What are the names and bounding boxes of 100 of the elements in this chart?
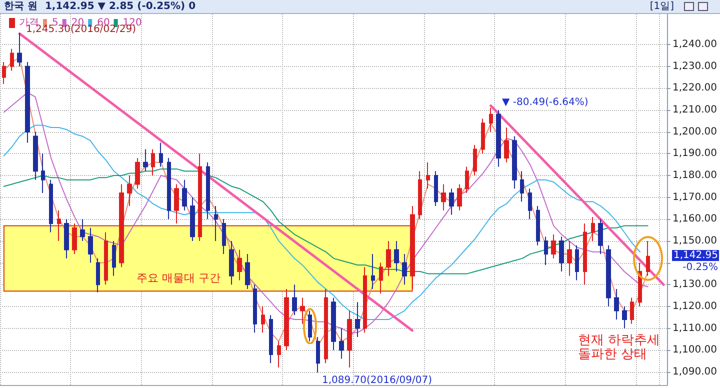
candlestick xyxy=(33,131,38,180)
candlestick xyxy=(418,170,422,220)
chart-subtitle: 1,142.95 ▼ 2.85 (-0.25%) 0 xyxy=(44,1,196,12)
candlestick xyxy=(112,240,116,276)
candlestick xyxy=(441,184,446,211)
candlestick xyxy=(559,236,564,272)
candlestick xyxy=(583,223,587,286)
candlestick xyxy=(222,218,226,255)
candlestick xyxy=(324,288,328,364)
candlestick xyxy=(190,196,195,242)
candlestick xyxy=(277,340,281,368)
legend-label: 5 xyxy=(52,18,58,28)
y-tick-label: 1,180.00 xyxy=(672,170,717,181)
candlestick xyxy=(174,184,179,224)
text: [1일] xyxy=(650,1,674,12)
candlestick xyxy=(64,218,69,259)
candlestick xyxy=(316,336,320,374)
line-series xyxy=(3,168,648,274)
candlestick xyxy=(269,314,273,364)
candlestick xyxy=(127,174,132,207)
candlestick xyxy=(57,210,61,242)
candlestick xyxy=(386,240,391,276)
candlestick xyxy=(17,32,22,67)
candlestick xyxy=(347,310,352,368)
candlestick xyxy=(72,223,77,255)
candlestick xyxy=(489,107,493,132)
candlestick xyxy=(410,206,415,290)
candlestick xyxy=(135,158,140,190)
y-tick-label: 1,130.00 xyxy=(672,279,717,290)
candlestick xyxy=(25,62,30,144)
y-tick-label: 1,230.00 xyxy=(672,60,717,72)
text: -0.25% xyxy=(682,262,718,273)
line-series xyxy=(3,124,640,320)
candlestick xyxy=(284,288,289,351)
candlestick xyxy=(371,254,375,290)
candlestick xyxy=(457,184,462,211)
candlestick xyxy=(434,170,438,207)
y-tick-label: 1,240.00 xyxy=(672,39,717,50)
candlestick xyxy=(614,288,619,320)
candlestick xyxy=(638,262,642,307)
candlestick xyxy=(308,310,312,342)
y-tick-label: 1,170.00 xyxy=(672,192,717,203)
y-tick-label: 1,100.00 xyxy=(672,344,717,356)
candlestick xyxy=(504,126,509,163)
candlestick xyxy=(300,297,305,324)
line-series xyxy=(3,92,648,334)
annotation: 현재 하락추세 돌파한 상태 xyxy=(578,333,662,362)
candlestick xyxy=(567,240,572,276)
band-label: 주요 매물대 구간 xyxy=(136,272,220,285)
candlestick xyxy=(465,166,469,194)
candlestick xyxy=(379,262,383,294)
candlestick xyxy=(544,236,548,266)
candlestick xyxy=(363,266,367,334)
y-tick-label: 1,200.00 xyxy=(672,126,717,138)
candlestick xyxy=(646,240,650,276)
chart-title: 한국 원 xyxy=(4,1,38,12)
y-tick-label: 1,160.00 xyxy=(672,214,717,225)
candlestick xyxy=(143,148,148,172)
candlestick xyxy=(331,297,336,351)
text: 1,142.95 xyxy=(672,250,719,261)
candlestick xyxy=(449,188,454,216)
candlestick xyxy=(10,48,14,72)
y-tick-label: 1,210.00 xyxy=(672,104,717,116)
candlestick xyxy=(622,306,627,329)
candlestick xyxy=(606,244,611,307)
candlestick xyxy=(355,302,360,338)
candlestick xyxy=(339,328,344,360)
y-tick-label: 1,220.00 xyxy=(672,82,717,94)
candlestick xyxy=(528,188,532,220)
candlestick xyxy=(229,240,234,286)
candlestick xyxy=(496,110,501,168)
candlestick xyxy=(49,179,53,233)
candlestick xyxy=(394,240,399,272)
candlestick xyxy=(88,227,93,264)
candlestick xyxy=(536,206,540,246)
candlestick xyxy=(104,232,108,286)
candlestick xyxy=(591,216,595,242)
candlestick xyxy=(151,148,155,176)
candlestick xyxy=(253,284,257,334)
candlestick xyxy=(575,244,579,281)
candlestick xyxy=(261,306,265,334)
candlestick xyxy=(2,62,6,84)
candlestick xyxy=(245,254,250,290)
candlestick xyxy=(292,284,297,316)
candlestick xyxy=(237,249,242,281)
candlestick xyxy=(182,179,187,211)
annotation: ▼ -80.49(-6.64%) xyxy=(502,97,588,108)
candlestick xyxy=(473,144,477,176)
candlestick xyxy=(402,254,407,286)
candlestick xyxy=(198,153,202,242)
candlestick xyxy=(41,153,45,194)
candlestick xyxy=(512,136,517,190)
candlestick xyxy=(159,142,163,168)
y-tick-label: 1,120.00 xyxy=(672,300,717,312)
annotation: 1,089.70(2016/09/07) xyxy=(322,375,432,386)
candlestick xyxy=(167,158,171,220)
candlestick xyxy=(96,258,100,293)
candlestick xyxy=(80,218,85,242)
y-tick-label: 1,190.00 xyxy=(672,148,717,160)
candlestick xyxy=(551,234,556,259)
